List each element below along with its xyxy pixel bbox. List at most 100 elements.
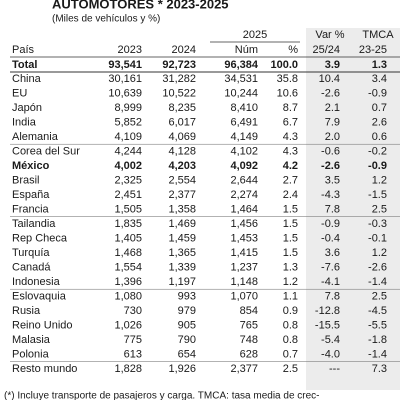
cell: 1,365 [168,247,196,259]
cell: 4,203 [168,160,196,172]
cell: -12.8 [315,305,340,317]
cell: 4,109 [114,131,142,143]
cell: 628 [240,348,258,360]
title: AUTOMOTORES * 2023-2025 [52,0,229,11]
cell: -0.9 [368,87,387,99]
cell: 613 [124,348,142,360]
cell: 1,026 [114,319,142,331]
cell: 1,415 [230,247,258,259]
cell: Malasia [12,334,51,346]
cell: 10.6 [277,87,298,99]
cell: Eslovaquia [12,290,67,302]
cell: España [12,189,50,201]
cell: Polonia [12,348,50,360]
cell: 2,451 [114,189,142,201]
cell: -4.3 [321,189,340,201]
cell: 1.5 [283,247,298,259]
cell: 8.7 [283,102,298,114]
cell: 765 [240,319,258,331]
cell: 1,339 [168,261,196,273]
cell: 1,358 [168,203,196,215]
cell: 3.5 [325,174,340,186]
cell: -1.4 [368,348,387,360]
cell: 2.4 [283,189,298,201]
cell: 7.9 [325,116,340,128]
cell: India [12,116,37,128]
cell: --- [329,363,340,375]
cell: -2.6 [321,160,340,172]
cell: 10,244 [224,87,258,99]
cell: -0.3 [368,218,387,230]
cell: 730 [124,305,142,317]
total-cell: 3.9 [325,59,340,71]
cell: -15.5 [315,319,340,331]
cell: 2,644 [230,174,258,186]
cell: 8,235 [168,102,196,114]
column-header: Núm [235,44,258,56]
cell: 748 [240,334,258,346]
cell: 7.8 [325,203,340,215]
cell: 1,459 [168,232,196,244]
cell: 2.6 [372,116,387,128]
cell: Rusia [12,305,41,317]
cell: 790 [178,334,196,346]
cell: -0.2 [368,145,387,157]
cell: 10,639 [108,87,142,99]
cell: 0.7 [283,348,298,360]
cell: 7.3 [372,363,387,375]
cell: -0.4 [321,232,340,244]
cell: 4,002 [114,160,142,172]
cell: 1,070 [230,290,258,302]
cell: 1,396 [114,276,142,288]
cell: 1,554 [114,261,142,273]
cell: 4,128 [168,145,196,157]
cell: Japón [12,102,42,114]
cell: Tailandia [12,218,56,230]
cell: 0.9 [283,305,298,317]
cell: 4,244 [114,145,142,157]
cell: 2.7 [283,174,298,186]
cell: 2.1 [325,102,340,114]
subtitle: (Miles de vehículos y %) [52,14,160,25]
shaded-columns [306,28,400,390]
cell: China [12,73,42,85]
cell: 1.2 [372,247,387,259]
cell: 31,282 [162,73,196,85]
cell: 1,828 [114,363,142,375]
cell: 2.5 [372,290,387,302]
cell: 1,835 [114,218,142,230]
cell: -2.6 [368,261,387,273]
cell: 854 [240,305,258,317]
cell: 1,405 [114,232,142,244]
cell: -0.1 [368,232,387,244]
total-cell: Total [12,59,37,71]
cell: 2,377 [168,189,196,201]
cell: 2,554 [168,174,196,186]
column-header: 23-25 [359,44,387,56]
cell: -4.0 [321,348,340,360]
cell: 1,468 [114,247,142,259]
cell: Indonesia [12,276,61,288]
cell: 34,531 [224,73,258,85]
cell: 1,237 [230,261,258,273]
cell: 1,926 [168,363,196,375]
group-header: TMCA [362,29,394,41]
cell: 5,852 [114,116,142,128]
total-cell: 96,384 [224,59,259,71]
cell: -1.5 [368,189,387,201]
cell: 10,522 [162,87,196,99]
group-header: Var % [315,29,344,41]
cell: 30,161 [108,73,142,85]
column-header: País [12,44,35,56]
cell: 1.5 [283,203,298,215]
column-header: 25/24 [312,44,340,56]
column-header: % [288,44,298,56]
cell: -5.4 [321,334,340,346]
cell: 4.3 [283,145,298,157]
cell: 993 [178,290,196,302]
cell: 1.3 [283,261,298,273]
cell: 35.8 [277,73,298,85]
cell: Reino Unido [12,319,73,331]
cell: 8,999 [114,102,142,114]
cell: 654 [178,348,196,360]
